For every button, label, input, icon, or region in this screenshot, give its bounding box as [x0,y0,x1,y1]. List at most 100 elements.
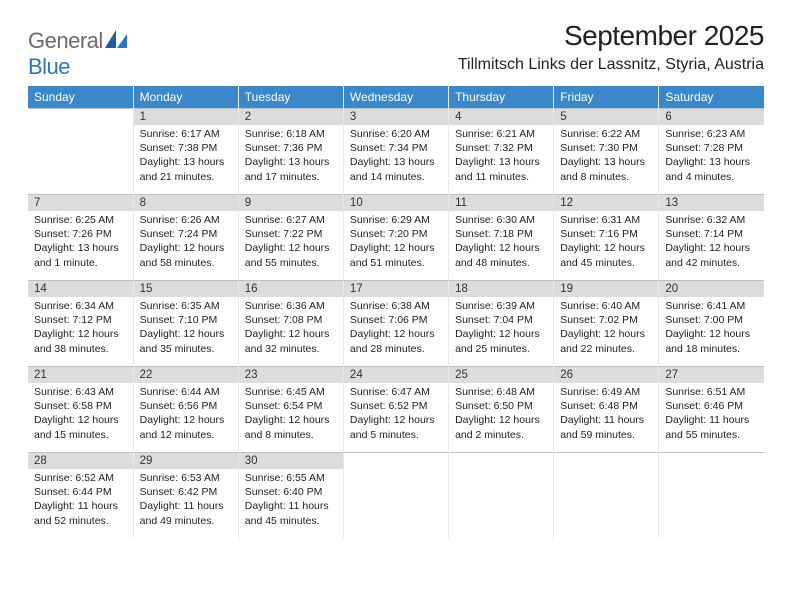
calendar-body: 1Sunrise: 6:17 AMSunset: 7:38 PMDaylight… [28,108,764,538]
sunset-text: Sunset: 6:46 PM [665,399,758,413]
daylight-text: Daylight: 13 hours and 1 minute. [34,241,127,269]
day-data: Sunrise: 6:55 AMSunset: 6:40 PMDaylight:… [239,469,343,532]
calendar-head: SundayMondayTuesdayWednesdayThursdayFrid… [28,86,764,108]
calendar-cell [554,452,659,538]
sunrise-text: Sunrise: 6:47 AM [350,385,442,399]
sunrise-text: Sunrise: 6:20 AM [350,127,442,141]
calendar-week-row: 7Sunrise: 6:25 AMSunset: 7:26 PMDaylight… [28,194,764,280]
calendar-cell: 6Sunrise: 6:23 AMSunset: 7:28 PMDaylight… [659,108,764,194]
calendar-cell: 19Sunrise: 6:40 AMSunset: 7:02 PMDayligh… [554,280,659,366]
daylight-text: Daylight: 12 hours and 8 minutes. [245,413,337,441]
day-number [344,452,448,457]
day-data: Sunrise: 6:20 AMSunset: 7:34 PMDaylight:… [344,125,448,188]
daylight-text: Daylight: 12 hours and 42 minutes. [665,241,758,269]
day-number [28,108,133,113]
sunset-text: Sunset: 6:50 PM [455,399,547,413]
calendar-cell [343,452,448,538]
sunset-text: Sunset: 7:26 PM [34,227,127,241]
calendar-page: General Blue September 2025 Tillmitsch L… [0,0,792,558]
day-number: 3 [344,108,448,125]
sunrise-text: Sunrise: 6:38 AM [350,299,442,313]
calendar-cell: 5Sunrise: 6:22 AMSunset: 7:30 PMDaylight… [554,108,659,194]
day-number: 4 [449,108,553,125]
sunrise-text: Sunrise: 6:48 AM [455,385,547,399]
daylight-text: Daylight: 13 hours and 4 minutes. [665,155,758,183]
day-header: Thursday [449,86,554,108]
calendar-cell: 22Sunrise: 6:44 AMSunset: 6:56 PMDayligh… [133,366,238,452]
calendar-cell: 8Sunrise: 6:26 AMSunset: 7:24 PMDaylight… [133,194,238,280]
calendar-cell: 25 Sunrise: 6:48 AMSunset: 6:50 PMDayligh… [449,366,554,452]
title-block: September 2025 Tillmitsch Links der Lass… [458,20,764,74]
sunset-text: Sunset: 7:20 PM [350,227,442,241]
day-number: 29 [134,452,238,469]
sunrise-text: Sunrise: 6:40 AM [560,299,652,313]
day-data: Sunrise: 6:29 AMSunset: 7:20 PMDaylight:… [344,211,448,274]
day-number: 14 [28,280,133,297]
calendar-week-row: 14Sunrise: 6:34 AMSunset: 7:12 PMDayligh… [28,280,764,366]
day-data: Sunrise: 6:22 AMSunset: 7:30 PMDaylight:… [554,125,658,188]
day-data: Sunrise: 6:47 AMSunset: 6:52 PMDaylight:… [344,383,448,446]
day-header: Sunday [28,86,133,108]
day-number: 10 [344,194,448,211]
calendar-cell: 18Sunrise: 6:39 AMSunset: 7:04 PMDayligh… [449,280,554,366]
calendar-cell: 26Sunrise: 6:49 AMSunset: 6:48 PMDayligh… [554,366,659,452]
day-header: Friday [554,86,659,108]
day-number: 5 [554,108,658,125]
sunrise-text: Sunrise: 6:32 AM [665,213,758,227]
sunrise-text: Sunrise: 6:55 AM [245,471,337,485]
day-number: 12 [554,194,658,211]
sunset-text: Sunset: 7:38 PM [140,141,232,155]
sunset-text: Sunset: 7:16 PM [560,227,652,241]
daylight-text: Daylight: 12 hours and 48 minutes. [455,241,547,269]
sunrise-text: Sunrise: 6:31 AM [560,213,652,227]
month-title: September 2025 [458,20,764,52]
day-data: Sunrise: 6:25 AMSunset: 7:26 PMDaylight:… [28,211,133,274]
sunrise-text: Sunrise: 6:22 AM [560,127,652,141]
calendar-cell: 16Sunrise: 6:36 AMSunset: 7:08 PMDayligh… [238,280,343,366]
daylight-text: Daylight: 12 hours and 15 minutes. [34,413,127,441]
day-data: Sunrise: 6:18 AMSunset: 7:36 PMDaylight:… [239,125,343,188]
sunset-text: Sunset: 7:28 PM [665,141,758,155]
sunrise-text: Sunrise: 6:27 AM [245,213,337,227]
sunset-text: Sunset: 7:12 PM [34,313,127,327]
day-data: Sunrise: 6:39 AMSunset: 7:04 PMDaylight:… [449,297,553,360]
daylight-text: Daylight: 12 hours and 32 minutes. [245,327,337,355]
day-data: Sunrise: 6:49 AMSunset: 6:48 PMDaylight:… [554,383,658,446]
day-number: 27 [659,366,764,383]
day-data: Sunrise: 6:34 AMSunset: 7:12 PMDaylight:… [28,297,133,360]
sunset-text: Sunset: 7:04 PM [455,313,547,327]
day-data: Sunrise: 6:40 AMSunset: 7:02 PMDaylight:… [554,297,658,360]
calendar-week-row: 21Sunrise: 6:43 AMSunset: 6:58 PMDayligh… [28,366,764,452]
calendar-cell: 30Sunrise: 6:55 AMSunset: 6:40 PMDayligh… [238,452,343,538]
logo-text: General Blue [28,28,127,80]
sunset-text: Sunset: 7:36 PM [245,141,337,155]
sunset-text: Sunset: 7:22 PM [245,227,337,241]
daylight-text: Daylight: 12 hours and 55 minutes. [245,241,337,269]
day-number: 15 [134,280,238,297]
sunset-text: Sunset: 6:52 PM [350,399,442,413]
daylight-text: Daylight: 12 hours and 2 minutes. [455,413,547,441]
day-number: 25 [449,366,553,383]
sunset-text: Sunset: 6:54 PM [245,399,337,413]
day-number [449,452,553,457]
sunset-text: Sunset: 7:34 PM [350,141,442,155]
calendar-cell: 3Sunrise: 6:20 AMSunset: 7:34 PMDaylight… [343,108,448,194]
sunrise-text: Sunrise: 6:35 AM [140,299,232,313]
logo-bottom: Blue [28,54,70,79]
day-data: Sunrise: 6:36 AMSunset: 7:08 PMDaylight:… [239,297,343,360]
calendar-week-row: 28Sunrise: 6:52 AMSunset: 6:44 PMDayligh… [28,452,764,538]
sunrise-text: Sunrise: 6:53 AM [140,471,232,485]
day-data: Sunrise: 6:45 AMSunset: 6:54 PMDaylight:… [239,383,343,446]
calendar-cell [28,108,133,194]
sunset-text: Sunset: 7:24 PM [140,227,232,241]
day-data: Sunrise: 6:32 AMSunset: 7:14 PMDaylight:… [659,211,764,274]
sunset-text: Sunset: 6:42 PM [140,485,232,499]
calendar-cell: 13Sunrise: 6:32 AMSunset: 7:14 PMDayligh… [659,194,764,280]
sunrise-text: Sunrise: 6:18 AM [245,127,337,141]
sunset-text: Sunset: 6:48 PM [560,399,652,413]
daylight-text: Daylight: 13 hours and 14 minutes. [350,155,442,183]
day-number: 2 [239,108,343,125]
daylight-text: Daylight: 13 hours and 11 minutes. [455,155,547,183]
day-number: 11 [449,194,553,211]
daylight-text: Daylight: 11 hours and 59 minutes. [560,413,652,441]
